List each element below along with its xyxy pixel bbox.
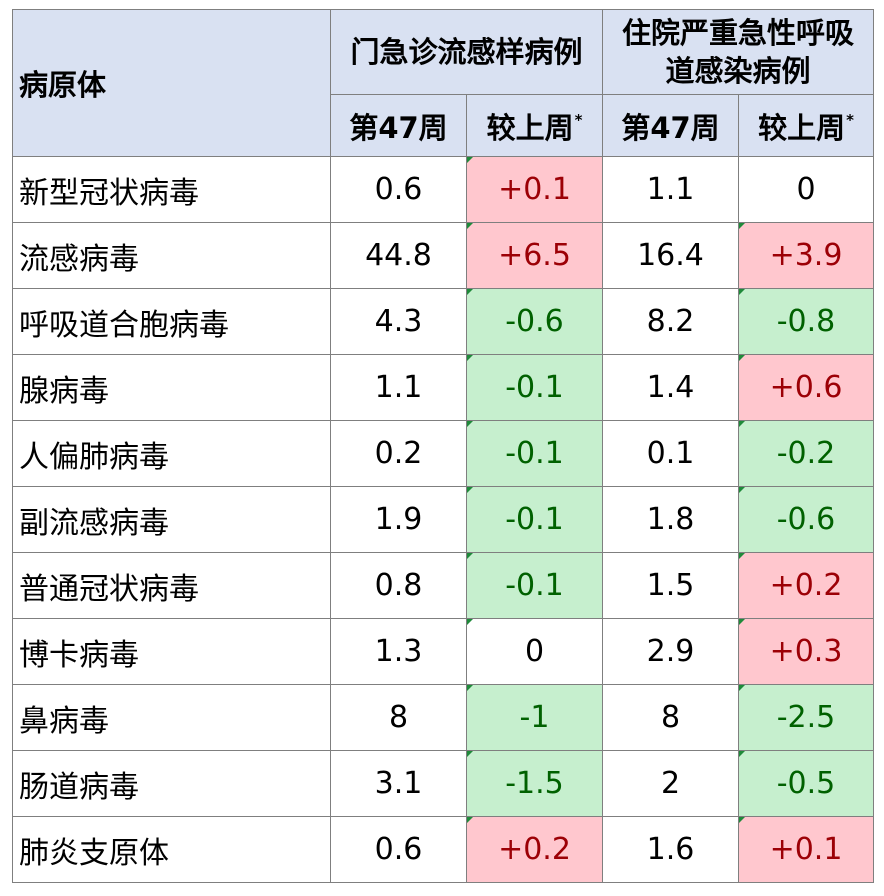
header-outpatient-change: 较上周* — [466, 94, 603, 157]
inpatient-change-cell: +0.1 — [738, 816, 874, 883]
outpatient-change-cell: -0.6 — [466, 288, 603, 355]
inpatient-week-cell: 1.8 — [602, 486, 739, 553]
outpatient-change-cell: -0.1 — [466, 354, 603, 421]
outpatient-change-cell: -1 — [466, 684, 603, 751]
inpatient-change-cell: +3.9 — [738, 222, 874, 289]
inpatient-week-cell: 1.5 — [602, 552, 739, 619]
inpatient-change-cell: +0.3 — [738, 618, 874, 685]
pathogen-name-cell: 腺病毒 — [12, 354, 331, 421]
inpatient-week-cell: 1.4 — [602, 354, 739, 421]
footnote-mark: * — [574, 110, 583, 129]
inpatient-change-cell: +0.6 — [738, 354, 874, 421]
inpatient-change-cell: -0.2 — [738, 420, 874, 487]
table-row: 鼻病毒 8 -1 8 -2.5 — [12, 684, 874, 751]
footnote-mark: * — [846, 110, 854, 129]
outpatient-week-cell: 4.3 — [330, 288, 467, 355]
outpatient-week-cell: 0.2 — [330, 420, 467, 487]
table-row: 博卡病毒 1.3 0 2.9 +0.3 — [12, 618, 874, 685]
inpatient-week-cell: 2 — [602, 750, 739, 817]
pathogen-name-cell: 人偏肺病毒 — [12, 420, 331, 487]
pathogen-table: 病原体 门急诊流感样病例 住院严重急性呼吸道感染病例 第47周 较上周* 第47… — [12, 9, 874, 883]
inpatient-change-cell: -0.5 — [738, 750, 874, 817]
pathogen-name-cell: 博卡病毒 — [12, 618, 331, 685]
inpatient-change-cell: +0.2 — [738, 552, 874, 619]
outpatient-change-cell: -0.1 — [466, 420, 603, 487]
table-row: 普通冠状病毒 0.8 -0.1 1.5 +0.2 — [12, 552, 874, 619]
table-row: 呼吸道合胞病毒 4.3 -0.6 8.2 -0.8 — [12, 288, 874, 355]
pathogen-name-cell: 呼吸道合胞病毒 — [12, 288, 331, 355]
inpatient-week-cell: 8.2 — [602, 288, 739, 355]
outpatient-week-cell: 44.8 — [330, 222, 467, 289]
outpatient-change-cell: +0.1 — [466, 156, 603, 223]
outpatient-week-cell: 1.3 — [330, 618, 467, 685]
table-row: 肠道病毒 3.1 -1.5 2 -0.5 — [12, 750, 874, 817]
pathogen-name-cell: 流感病毒 — [12, 222, 331, 289]
outpatient-change-cell: -0.1 — [466, 552, 603, 619]
outpatient-change-cell: +0.2 — [466, 816, 603, 883]
pathogen-name-cell: 普通冠状病毒 — [12, 552, 331, 619]
table-row: 新型冠状病毒 0.6 +0.1 1.1 0 — [12, 156, 874, 223]
outpatient-week-cell: 1.1 — [330, 354, 467, 421]
outpatient-week-cell: 0.6 — [330, 156, 467, 223]
inpatient-week-cell: 8 — [602, 684, 739, 751]
outpatient-week-cell: 3.1 — [330, 750, 467, 817]
pathogen-name-cell: 新型冠状病毒 — [12, 156, 331, 223]
outpatient-change-cell: +6.5 — [466, 222, 603, 289]
pathogen-name-cell: 肺炎支原体 — [12, 816, 331, 883]
inpatient-week-cell: 1.1 — [602, 156, 739, 223]
outpatient-week-cell: 8 — [330, 684, 467, 751]
inpatient-week-cell: 1.6 — [602, 816, 739, 883]
inpatient-change-cell: 0 — [738, 156, 874, 223]
outpatient-week-cell: 0.8 — [330, 552, 467, 619]
outpatient-change-cell: 0 — [466, 618, 603, 685]
pathogen-name-cell: 副流感病毒 — [12, 486, 331, 553]
header-pathogen: 病原体 — [12, 9, 331, 157]
pathogen-name-cell: 肠道病毒 — [12, 750, 331, 817]
header-inpatient-change: 较上周* — [738, 94, 874, 157]
outpatient-week-cell: 1.9 — [330, 486, 467, 553]
outpatient-change-cell: -0.1 — [466, 486, 603, 553]
inpatient-week-cell: 16.4 — [602, 222, 739, 289]
table-row: 腺病毒 1.1 -0.1 1.4 +0.6 — [12, 354, 874, 421]
header-inpatient-group: 住院严重急性呼吸道感染病例 — [602, 9, 874, 95]
table-row: 肺炎支原体 0.6 +0.2 1.6 +0.1 — [12, 816, 874, 883]
outpatient-week-cell: 0.6 — [330, 816, 467, 883]
inpatient-change-cell: -0.8 — [738, 288, 874, 355]
header-inpatient-week: 第47周 — [602, 94, 739, 157]
inpatient-change-cell: -0.6 — [738, 486, 874, 553]
header-outpatient-week: 第47周 — [330, 94, 467, 157]
outpatient-change-cell: -1.5 — [466, 750, 603, 817]
table-row: 人偏肺病毒 0.2 -0.1 0.1 -0.2 — [12, 420, 874, 487]
inpatient-change-cell: -2.5 — [738, 684, 874, 751]
table-row: 副流感病毒 1.9 -0.1 1.8 -0.6 — [12, 486, 874, 553]
pathogen-name-cell: 鼻病毒 — [12, 684, 331, 751]
inpatient-week-cell: 0.1 — [602, 420, 739, 487]
header-outpatient-group: 门急诊流感样病例 — [330, 9, 603, 95]
inpatient-week-cell: 2.9 — [602, 618, 739, 685]
table-row: 流感病毒 44.8 +6.5 16.4 +3.9 — [12, 222, 874, 289]
